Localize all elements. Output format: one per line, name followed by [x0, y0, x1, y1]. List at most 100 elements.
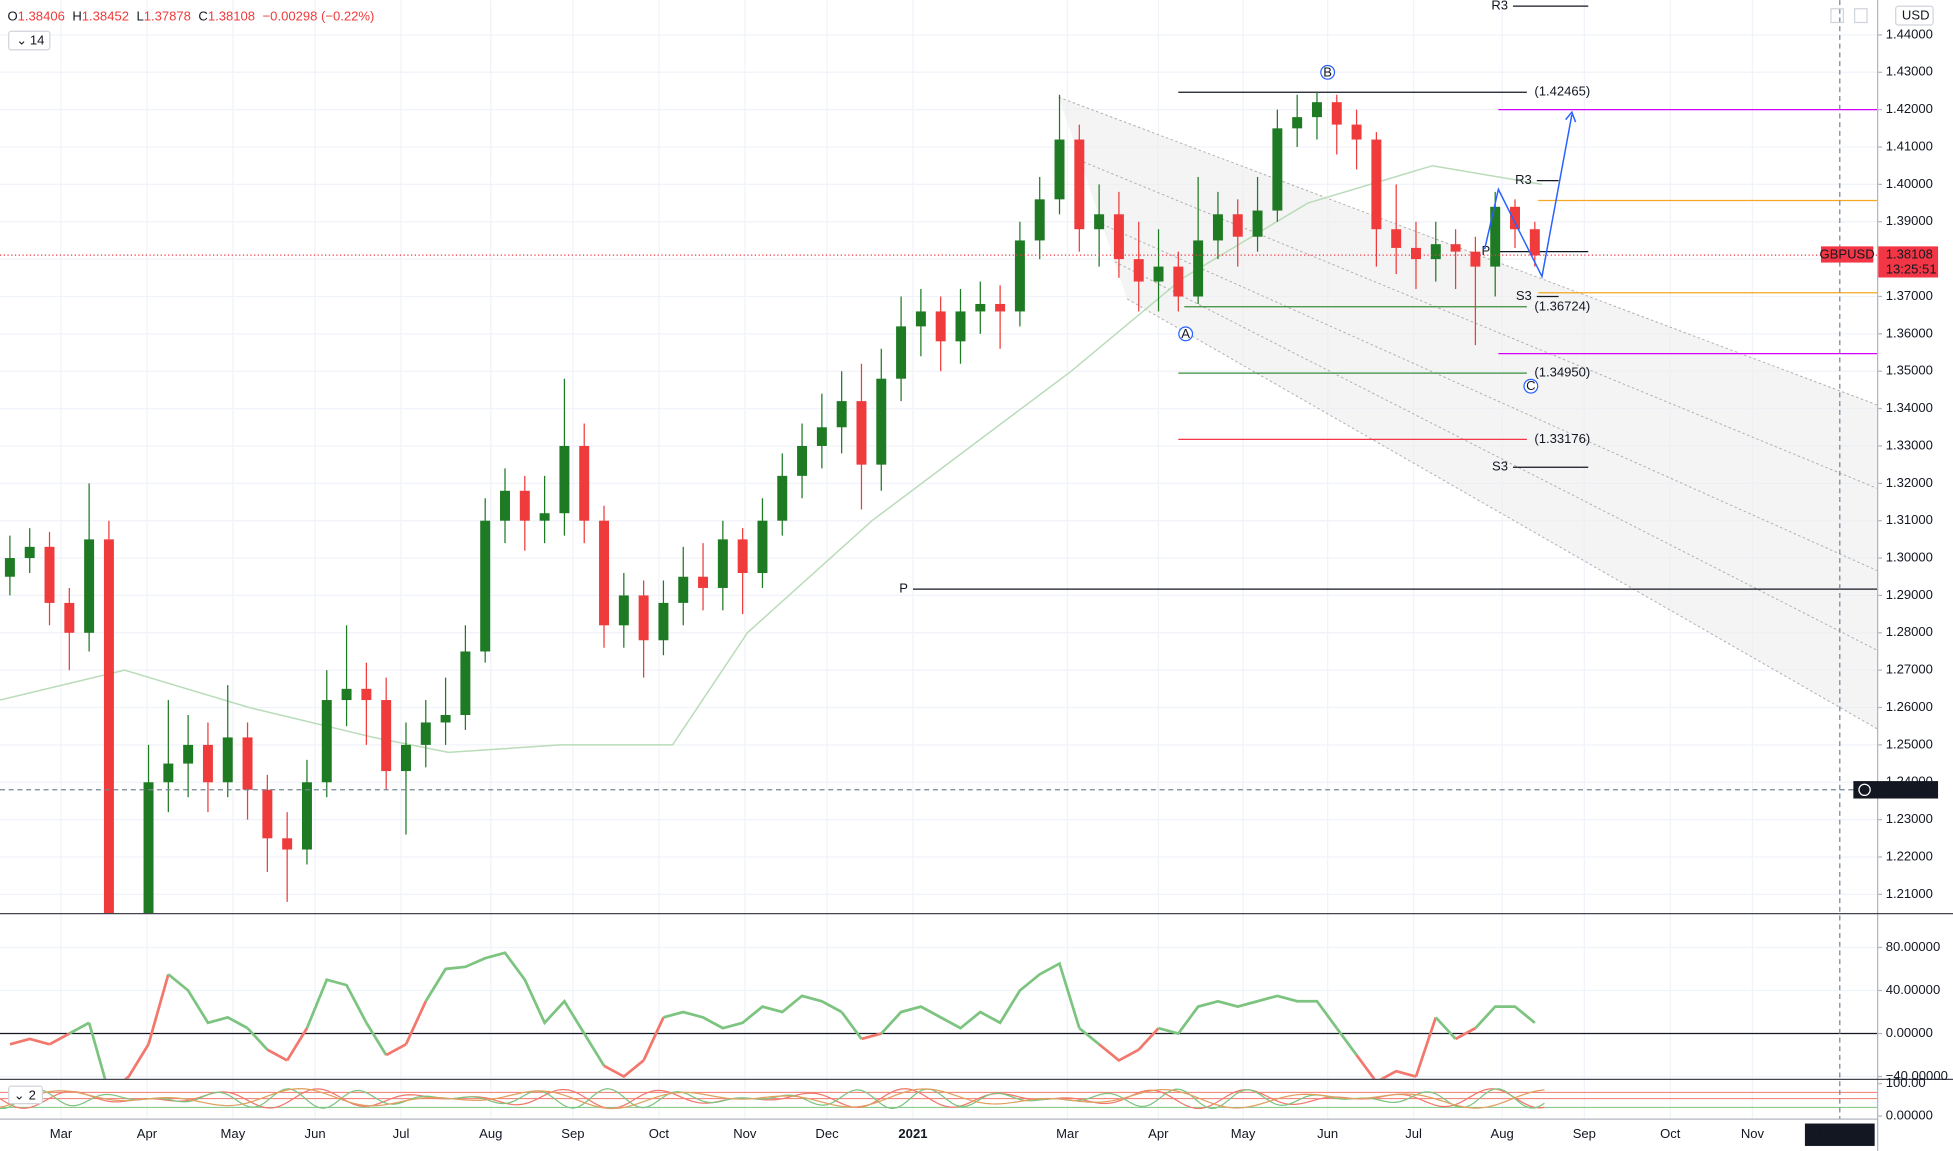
y-tick-label: 1.37000 [1886, 288, 1933, 303]
badge-box[interactable] [8, 30, 51, 51]
oscillator-line [385, 1043, 407, 1057]
level-label: S3 [1516, 288, 1532, 303]
candle-body [599, 520, 610, 626]
candle-body [896, 326, 907, 379]
candle-body [579, 445, 590, 521]
ohlc-key: C [198, 9, 207, 24]
moving-average [0, 164, 1543, 754]
currency-text[interactable]: USD [1902, 8, 1930, 23]
level-label: (1.36724) [1534, 298, 1590, 313]
y-tick-label: 40.00000 [1886, 982, 1940, 997]
wave-label: A [1181, 326, 1190, 341]
oscillator-line [1355, 1054, 1417, 1079]
wave-line [0, 1088, 1545, 1110]
candle-body [1133, 259, 1144, 282]
candle-body [361, 688, 372, 701]
badge-text[interactable]: 14 [30, 33, 45, 48]
wave-marker [1178, 326, 1194, 342]
x-tick-label: Jun [1317, 1126, 1338, 1141]
oscillator-connector [861, 1032, 882, 1041]
candle-body [1193, 240, 1204, 297]
level-label: S3 [1492, 459, 1508, 474]
candle-body [935, 311, 946, 342]
y-tick-label: 100.00 [1886, 1075, 1926, 1090]
candle-body [1252, 210, 1263, 237]
currency-box[interactable] [1895, 5, 1934, 26]
y-tick-label: 1.23000 [1886, 811, 1933, 826]
currency-button[interactable]: USD [1895, 5, 1934, 26]
oscillator-line [305, 978, 368, 1029]
candle-body [975, 303, 986, 312]
oscillator-connector [147, 973, 170, 1045]
y-tick-label: 1.44000 [1886, 26, 1933, 41]
candle-body [1490, 206, 1501, 267]
candle-body [24, 546, 35, 559]
toolbar-icon[interactable] [1830, 8, 1845, 24]
y-tick-label: 1.25000 [1886, 736, 1933, 751]
countdown-label: 13:25:51 [1886, 261, 1937, 276]
x-tick-label: Mar [50, 1126, 73, 1141]
y-tick-label: 1.31000 [1886, 512, 1933, 527]
toolbar-icon[interactable] [1853, 8, 1868, 24]
y-tick-label: −40.00000 [1886, 1068, 1948, 1083]
oscillator-connector [583, 1032, 606, 1067]
candle-body [777, 475, 788, 521]
ohlc-value: 1.38452 [82, 9, 129, 24]
candle-body [84, 539, 95, 633]
change: −0.00298 (−0.22%) [263, 9, 375, 24]
candle-body [1094, 214, 1105, 230]
candle-body [1034, 199, 1045, 241]
badge-text[interactable]: 2 [29, 1088, 36, 1103]
symbol-tag [1820, 246, 1874, 263]
candle-body [797, 445, 808, 476]
oscillator-line [424, 951, 586, 1035]
oscillator-connector [840, 1011, 863, 1040]
y-tick-label: 0.00000 [1886, 1025, 1933, 1040]
oscillator-connector [1335, 1027, 1358, 1056]
y-tick-label: 1.35000 [1886, 363, 1933, 378]
oscillator-pane [0, 951, 1878, 1079]
level-label: P [899, 581, 908, 596]
oscillator-connector [1078, 1027, 1100, 1046]
candle-body [1371, 139, 1382, 230]
candle-body [1054, 139, 1065, 200]
candle-body [1292, 117, 1303, 129]
y-tick-label: 1.34000 [1886, 400, 1933, 415]
x-tick-label: Oct [1660, 1126, 1681, 1141]
price-tag [1878, 246, 1939, 278]
candle-body [1173, 266, 1184, 297]
oscillator-connector [48, 1032, 70, 1046]
y-tick-label: 1.33000 [1886, 437, 1933, 452]
crosshair-time-tag [1804, 1123, 1875, 1146]
badge-chevron: ⌄ [14, 1088, 25, 1103]
indicator-badge[interactable]: ⌄ 14 [8, 30, 51, 51]
oscillator-connector [1414, 1016, 1438, 1077]
candle-body [381, 700, 392, 772]
candle-body [1212, 214, 1223, 241]
oscillator-line [167, 973, 249, 1030]
candle-body [955, 311, 966, 342]
candle-body [995, 303, 1006, 312]
candle-body [1351, 124, 1362, 140]
y-tick-label: 1.32000 [1886, 475, 1933, 490]
candle-body [480, 520, 491, 652]
candle-body [1272, 128, 1283, 211]
badge-box[interactable] [8, 1085, 43, 1105]
forecast-arrow [1483, 110, 1577, 279]
candle-body [1470, 251, 1481, 267]
oscillator-connector [642, 1016, 665, 1061]
x-tick-label: Apr [1148, 1126, 1169, 1141]
candle-body [400, 744, 411, 772]
candle-body [698, 576, 709, 588]
pane-badge[interactable]: ⌄ 2 [8, 1085, 43, 1105]
candle-body [103, 539, 114, 914]
x-tick-label: Nov [1741, 1126, 1765, 1141]
price-axis [1878, 0, 1953, 1151]
y-tick-label: 1.39000 [1886, 213, 1933, 228]
ohlc-key: H [72, 9, 81, 24]
candle-body [678, 576, 689, 603]
candle-body [64, 602, 75, 633]
ohlc-value: 1.38406 [18, 9, 65, 24]
y-tick-label: 1.28000 [1886, 624, 1933, 639]
